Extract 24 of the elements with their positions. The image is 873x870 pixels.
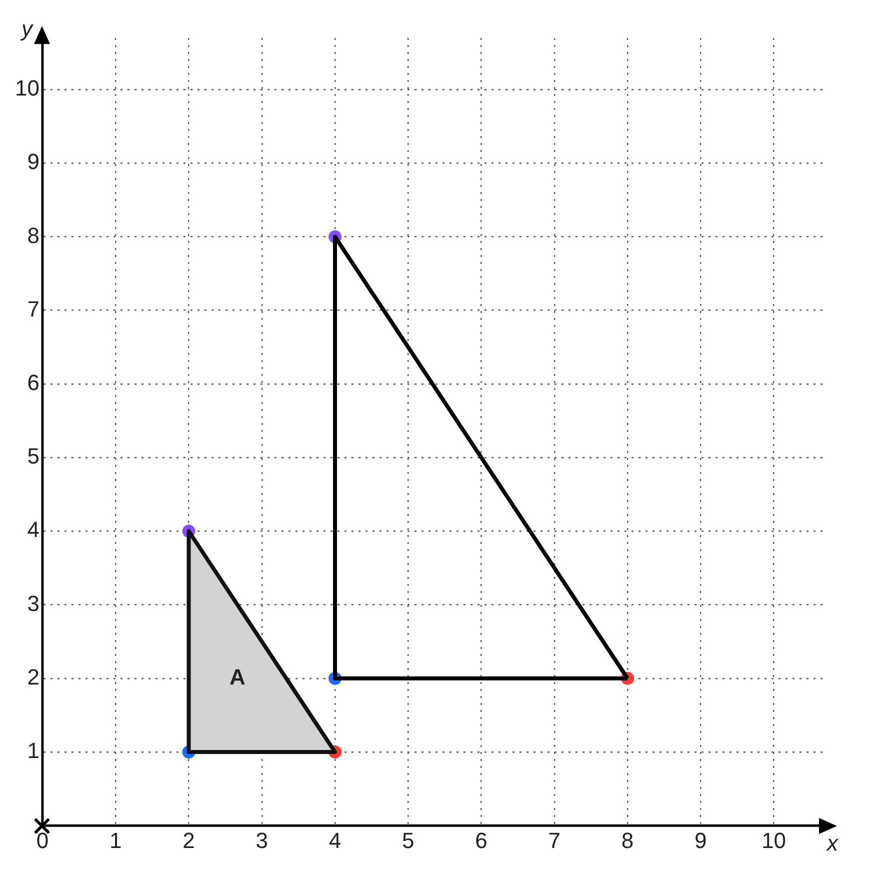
x-axis-title: x (826, 830, 839, 856)
annotation: A (230, 664, 246, 690)
y-tick-label: 3 (27, 590, 40, 616)
y-tick-label: 6 (27, 370, 40, 396)
x-tick-label: 3 (256, 828, 268, 853)
x-tick-label: 2 (182, 828, 195, 853)
x-tick-label: 4 (328, 828, 342, 853)
x-tick-label: 8 (621, 828, 634, 853)
y-tick-label: 2 (27, 664, 40, 690)
x-tick-label: 10 (762, 828, 786, 853)
y-tick-label: 10 (14, 76, 40, 101)
x-tick-label: 5 (402, 828, 414, 853)
x-tick-label: 0 (36, 828, 49, 853)
x-tick-label: 9 (694, 828, 707, 853)
x-tick-label: 1 (109, 828, 122, 853)
y-tick-label: 1 (27, 738, 40, 764)
y-tick-label: 4 (27, 517, 40, 542)
y-axis-title: y (19, 16, 34, 42)
y-tick-label: 8 (27, 222, 40, 248)
y-tick-label: 5 (27, 444, 40, 469)
x-tick-label: 6 (475, 828, 488, 853)
y-tick-label: 7 (27, 296, 40, 322)
y-tick-label: 9 (27, 149, 40, 174)
x-tick-label: 7 (548, 828, 561, 853)
